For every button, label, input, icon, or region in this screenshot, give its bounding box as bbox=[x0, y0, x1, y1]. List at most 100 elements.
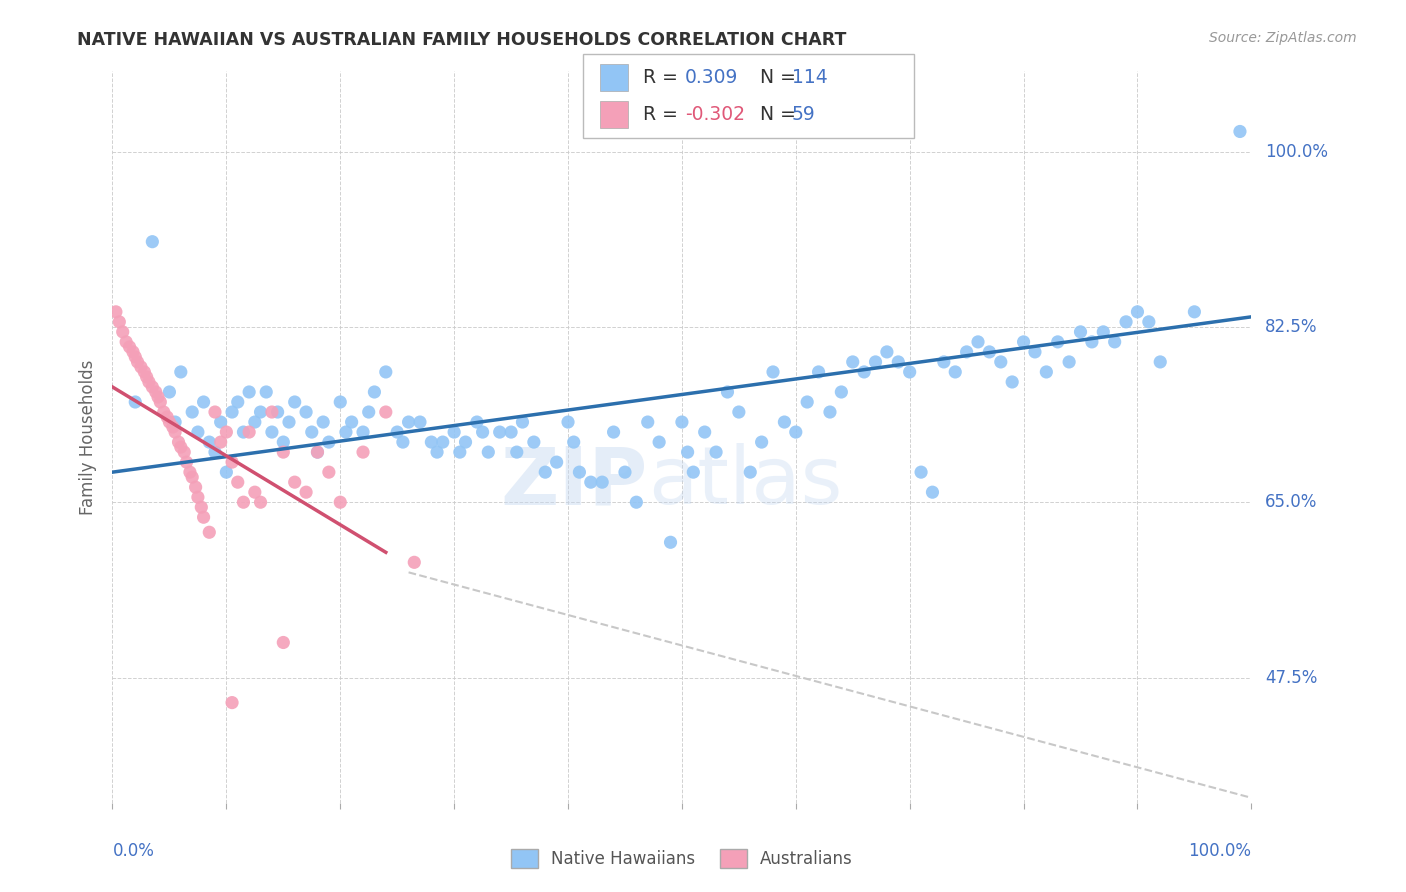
Text: 47.5%: 47.5% bbox=[1265, 668, 1317, 687]
Point bbox=[385, 425, 409, 439]
Point bbox=[568, 465, 591, 479]
Point bbox=[1035, 365, 1057, 379]
Point bbox=[865, 355, 887, 369]
Point bbox=[111, 325, 134, 339]
Point bbox=[307, 445, 329, 459]
Text: ZIP: ZIP bbox=[501, 443, 648, 521]
Point bbox=[613, 465, 636, 479]
Point bbox=[340, 415, 363, 429]
Point bbox=[184, 480, 207, 494]
Point bbox=[523, 435, 546, 450]
Point bbox=[591, 475, 613, 490]
Point bbox=[357, 405, 380, 419]
Point bbox=[404, 555, 426, 569]
Point bbox=[238, 384, 260, 399]
Point bbox=[773, 415, 796, 429]
Point bbox=[149, 395, 172, 409]
Point bbox=[648, 435, 671, 450]
Point bbox=[307, 445, 329, 459]
Point bbox=[693, 425, 716, 439]
Point bbox=[426, 445, 449, 459]
Point bbox=[215, 465, 238, 479]
Point bbox=[990, 355, 1012, 369]
Point bbox=[704, 445, 727, 459]
Point bbox=[187, 425, 209, 439]
Point bbox=[271, 635, 295, 649]
Point bbox=[716, 384, 738, 399]
Point bbox=[898, 365, 921, 379]
Text: 100.0%: 100.0% bbox=[1188, 842, 1251, 860]
Point bbox=[249, 405, 271, 419]
Point bbox=[162, 420, 184, 434]
Point bbox=[943, 365, 966, 379]
Point bbox=[318, 465, 340, 479]
Point bbox=[118, 340, 141, 354]
Point bbox=[352, 425, 374, 439]
Point bbox=[1115, 315, 1137, 329]
Point bbox=[295, 405, 318, 419]
Text: 82.5%: 82.5% bbox=[1265, 318, 1317, 336]
Point bbox=[443, 425, 465, 439]
Point bbox=[193, 510, 215, 524]
Point bbox=[115, 334, 138, 349]
Point bbox=[146, 390, 169, 404]
Point bbox=[198, 525, 221, 540]
Point bbox=[546, 455, 568, 469]
Point bbox=[173, 445, 195, 459]
Point bbox=[488, 425, 510, 439]
Point bbox=[1126, 305, 1149, 319]
Point bbox=[682, 465, 704, 479]
Point bbox=[557, 415, 579, 429]
Point bbox=[165, 415, 187, 429]
Text: 114: 114 bbox=[792, 68, 827, 87]
Point bbox=[392, 435, 415, 450]
Point bbox=[471, 425, 494, 439]
Point bbox=[226, 475, 249, 490]
Text: NATIVE HAWAIIAN VS AUSTRALIAN FAMILY HOUSEHOLDS CORRELATION CHART: NATIVE HAWAIIAN VS AUSTRALIAN FAMILY HOU… bbox=[77, 31, 846, 49]
Point bbox=[374, 405, 396, 419]
Text: 100.0%: 100.0% bbox=[1265, 143, 1329, 161]
Point bbox=[449, 445, 471, 459]
Point bbox=[156, 410, 179, 425]
Point bbox=[209, 435, 232, 450]
Point bbox=[659, 535, 682, 549]
Point bbox=[129, 359, 152, 374]
Point bbox=[204, 405, 226, 419]
Point bbox=[1057, 355, 1080, 369]
Point bbox=[159, 384, 180, 399]
Point bbox=[329, 495, 352, 509]
Point bbox=[238, 425, 260, 439]
Text: 65.0%: 65.0% bbox=[1265, 493, 1317, 511]
Point bbox=[170, 440, 193, 454]
Point bbox=[122, 345, 145, 359]
Point bbox=[1069, 325, 1091, 339]
Point bbox=[209, 415, 232, 429]
Point bbox=[108, 315, 131, 329]
Point bbox=[165, 425, 187, 439]
Point bbox=[284, 475, 307, 490]
Point bbox=[762, 365, 785, 379]
Text: N =: N = bbox=[748, 68, 801, 87]
Point bbox=[477, 445, 499, 459]
Point bbox=[232, 425, 254, 439]
Point bbox=[501, 425, 523, 439]
Point bbox=[1137, 315, 1160, 329]
Point bbox=[512, 415, 534, 429]
Point bbox=[465, 415, 488, 429]
Point bbox=[534, 465, 557, 479]
Point bbox=[204, 445, 226, 459]
Point bbox=[910, 465, 932, 479]
Point bbox=[167, 435, 190, 450]
Point bbox=[932, 355, 955, 369]
Text: 59: 59 bbox=[792, 105, 815, 124]
Point bbox=[124, 350, 146, 364]
Point bbox=[266, 405, 288, 419]
Point bbox=[329, 395, 352, 409]
Point bbox=[887, 355, 910, 369]
Point bbox=[818, 405, 841, 419]
Point bbox=[728, 405, 751, 419]
Text: N =: N = bbox=[748, 105, 801, 124]
Point bbox=[335, 425, 357, 439]
Point bbox=[193, 395, 215, 409]
Point bbox=[1081, 334, 1104, 349]
